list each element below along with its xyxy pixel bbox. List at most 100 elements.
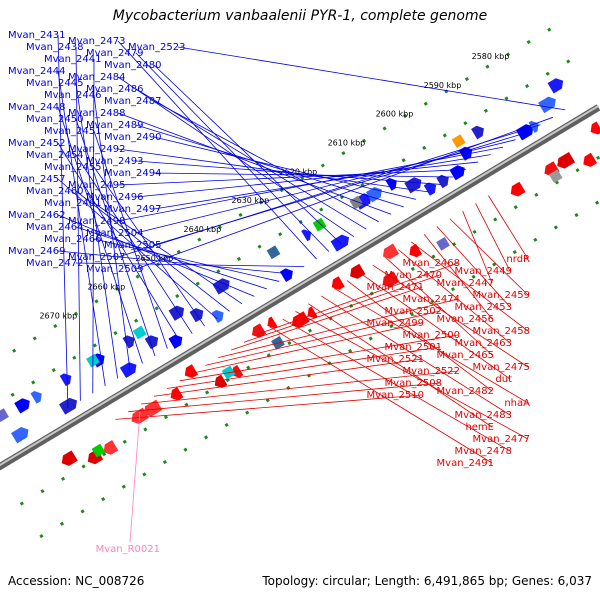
reverse-gene-label[interactable]: Mvan_2478 xyxy=(455,446,512,457)
forward-gene-label[interactable]: Mvan_2464 xyxy=(26,222,83,233)
reverse-gene-label[interactable]: Mvan_2465 xyxy=(437,350,494,361)
forward-gene-label[interactable]: Mvan_2494 xyxy=(104,168,161,179)
reverse-gene-label[interactable]: Mvan_2471 xyxy=(367,282,424,293)
reverse-leader-line xyxy=(218,298,459,359)
reverse-gene-glyph xyxy=(382,243,400,260)
reverse-leader-line xyxy=(385,257,493,356)
forward-gene-label[interactable]: Mvan_2462 xyxy=(8,210,65,221)
reverse-gene-label[interactable]: Mvan_2458 xyxy=(473,326,530,337)
forward-gene-label[interactable]: Mvan_2457 xyxy=(8,174,65,185)
forward-gene-label[interactable]: Mvan_2523 xyxy=(128,42,185,53)
reverse-gene-label[interactable]: nhaA xyxy=(504,398,530,409)
forward-gene-label[interactable]: Mvan_2486 xyxy=(86,84,143,95)
forward-leader-line xyxy=(57,250,292,275)
forward-gene-label[interactable]: Mvan_2444 xyxy=(8,66,65,77)
forward-leader-line xyxy=(153,100,379,223)
reverse-gene-label[interactable]: Mvan_2468 xyxy=(403,258,460,269)
forward-gene-label[interactable]: Mvan_2495 xyxy=(68,180,125,191)
forward-gene-label[interactable]: Mvan_2431 xyxy=(8,30,65,41)
forward-gene-label[interactable]: Mvan_2469 xyxy=(8,246,65,257)
forward-gene-label[interactable]: Mvan_2487 xyxy=(104,96,161,107)
forward-gene-label[interactable]: Mvan_2461 xyxy=(44,198,101,209)
reverse-gene-glyph xyxy=(184,364,199,379)
forward-gene-label[interactable]: Mvan_2479 xyxy=(86,48,143,59)
forward-gene-label[interactable]: Mvan_2473 xyxy=(68,36,125,47)
forward-gene-glyph xyxy=(436,174,449,189)
reverse-gene-glyph xyxy=(292,311,310,328)
forward-gene-label[interactable]: Mvan_2455 xyxy=(44,162,101,173)
reverse-gene-label[interactable]: Mvan_2482 xyxy=(437,386,494,397)
reverse-gene-label[interactable]: Mvan_2502 xyxy=(385,306,442,317)
reverse-gene-label[interactable]: Mvan_2508 xyxy=(385,378,442,389)
reverse-gene-label[interactable]: dut xyxy=(495,374,512,385)
reverse-gene-label[interactable]: Mvan_2483 xyxy=(455,410,512,421)
forward-gene-label[interactable]: Mvan_2438 xyxy=(26,42,83,53)
forward-leader-line xyxy=(75,226,267,290)
reverse-gene-label[interactable]: Mvan_2474 xyxy=(403,294,460,305)
reverse-gene-label[interactable]: Mvan_2459 xyxy=(473,290,530,301)
forward-gene-label[interactable]: Mvan_2504 xyxy=(86,228,143,239)
forward-gene-label[interactable]: Mvan_2441 xyxy=(44,54,101,65)
forward-gene-label[interactable]: Mvan_2505 xyxy=(104,240,161,251)
forward-gene-label[interactable]: Mvan_2507 xyxy=(68,252,125,263)
reverse-gene-label[interactable]: Mvan_2477 xyxy=(473,434,530,445)
reverse-gene-label[interactable]: Mvan_2499 xyxy=(367,318,424,329)
forward-gene-label[interactable]: Mvan_2445 xyxy=(26,78,83,89)
forward-leader-line xyxy=(92,58,95,394)
forward-gene-label[interactable]: Mvan_2484 xyxy=(68,72,125,83)
forward-gene-label[interactable]: Mvan_2460 xyxy=(26,186,83,197)
forward-gene-glyph xyxy=(189,308,204,323)
forward-gene-label[interactable]: Mvan_2498 xyxy=(68,216,125,227)
reverse-gene-label[interactable]: Mvan_2510 xyxy=(367,390,424,401)
forward-gene-label[interactable]: Mvan_2450 xyxy=(26,114,83,125)
forward-gene-label[interactable]: Mvan_2454 xyxy=(26,150,83,161)
reverse-gene-glyph xyxy=(103,440,119,455)
forward-gene-glyph xyxy=(30,391,42,404)
forward-gene-glyph xyxy=(547,78,564,94)
forward-gene-label[interactable]: Mvan_2490 xyxy=(104,132,161,143)
reverse-gene-label[interactable]: nrdR xyxy=(506,254,530,265)
forward-gene-label[interactable]: Mvan_2496 xyxy=(86,192,143,203)
reverse-gene-label[interactable]: Mvan_2522 xyxy=(403,366,460,377)
forward-leader-line xyxy=(135,139,516,234)
kbp-tick-label: 2650 kbp xyxy=(135,254,173,263)
forward-gene-label[interactable]: Mvan_2446 xyxy=(44,90,101,101)
reverse-gene-label[interactable]: Mvan_2463 xyxy=(455,338,512,349)
forward-gene-glyph xyxy=(211,309,224,324)
feature-block xyxy=(451,134,466,149)
reverse-gene-label[interactable]: Mvan_2475 xyxy=(473,362,530,373)
reverse-gene-label[interactable]: Mvan_2501 xyxy=(385,342,442,353)
forward-gene-label[interactable]: Mvan_2448 xyxy=(8,102,65,113)
reverse-gene-label[interactable]: Mvan_2449 xyxy=(455,266,512,277)
reverse-gene-label[interactable]: Mvan_2491 xyxy=(437,458,494,469)
forward-gene-glyph xyxy=(14,398,30,414)
forward-gene-label[interactable]: Mvan_2497 xyxy=(104,204,161,215)
reverse-gene-label[interactable]: Mvan_2500 xyxy=(403,330,460,341)
forward-gene-label[interactable]: Mvan_2480 xyxy=(104,60,161,71)
reverse-gene-label[interactable]: Mvan_2470 xyxy=(385,270,442,281)
forward-gene-label[interactable]: Mvan_2472 xyxy=(26,258,83,269)
forward-gene-label[interactable]: Mvan_2451 xyxy=(44,126,101,137)
forward-gene-label[interactable]: Mvan_2509 xyxy=(86,264,143,275)
rna-gene-label[interactable]: Mvan_R0021 xyxy=(96,544,160,555)
forward-gene-label[interactable]: Mvan_2466 xyxy=(44,234,101,245)
reverse-gene-label[interactable]: Mvan_2456 xyxy=(437,314,494,325)
kbp-tick-label: 2670 kbp xyxy=(39,311,77,320)
kbp-tick-label: 2660 kbp xyxy=(87,283,125,292)
forward-leader-line xyxy=(93,94,131,372)
forward-gene-label[interactable]: Mvan_2489 xyxy=(86,120,143,131)
forward-gene-glyph xyxy=(365,186,382,203)
feature-block xyxy=(436,236,450,251)
forward-leader-line xyxy=(75,154,193,334)
forward-gene-glyph xyxy=(301,229,312,242)
reverse-gene-label[interactable]: hemE xyxy=(465,422,494,433)
forward-gene-label[interactable]: Mvan_2452 xyxy=(8,138,65,149)
reverse-gene-glyph xyxy=(61,450,78,466)
reverse-leader-line xyxy=(423,233,493,320)
forward-gene-label[interactable]: Mvan_2488 xyxy=(68,108,125,119)
reverse-gene-glyph xyxy=(331,276,345,290)
reverse-gene-glyph xyxy=(307,306,318,319)
forward-gene-label[interactable]: Mvan_2492 xyxy=(68,144,125,155)
forward-gene-label[interactable]: Mvan_2493 xyxy=(86,156,143,167)
reverse-gene-label[interactable]: Mvan_2521 xyxy=(367,354,424,365)
